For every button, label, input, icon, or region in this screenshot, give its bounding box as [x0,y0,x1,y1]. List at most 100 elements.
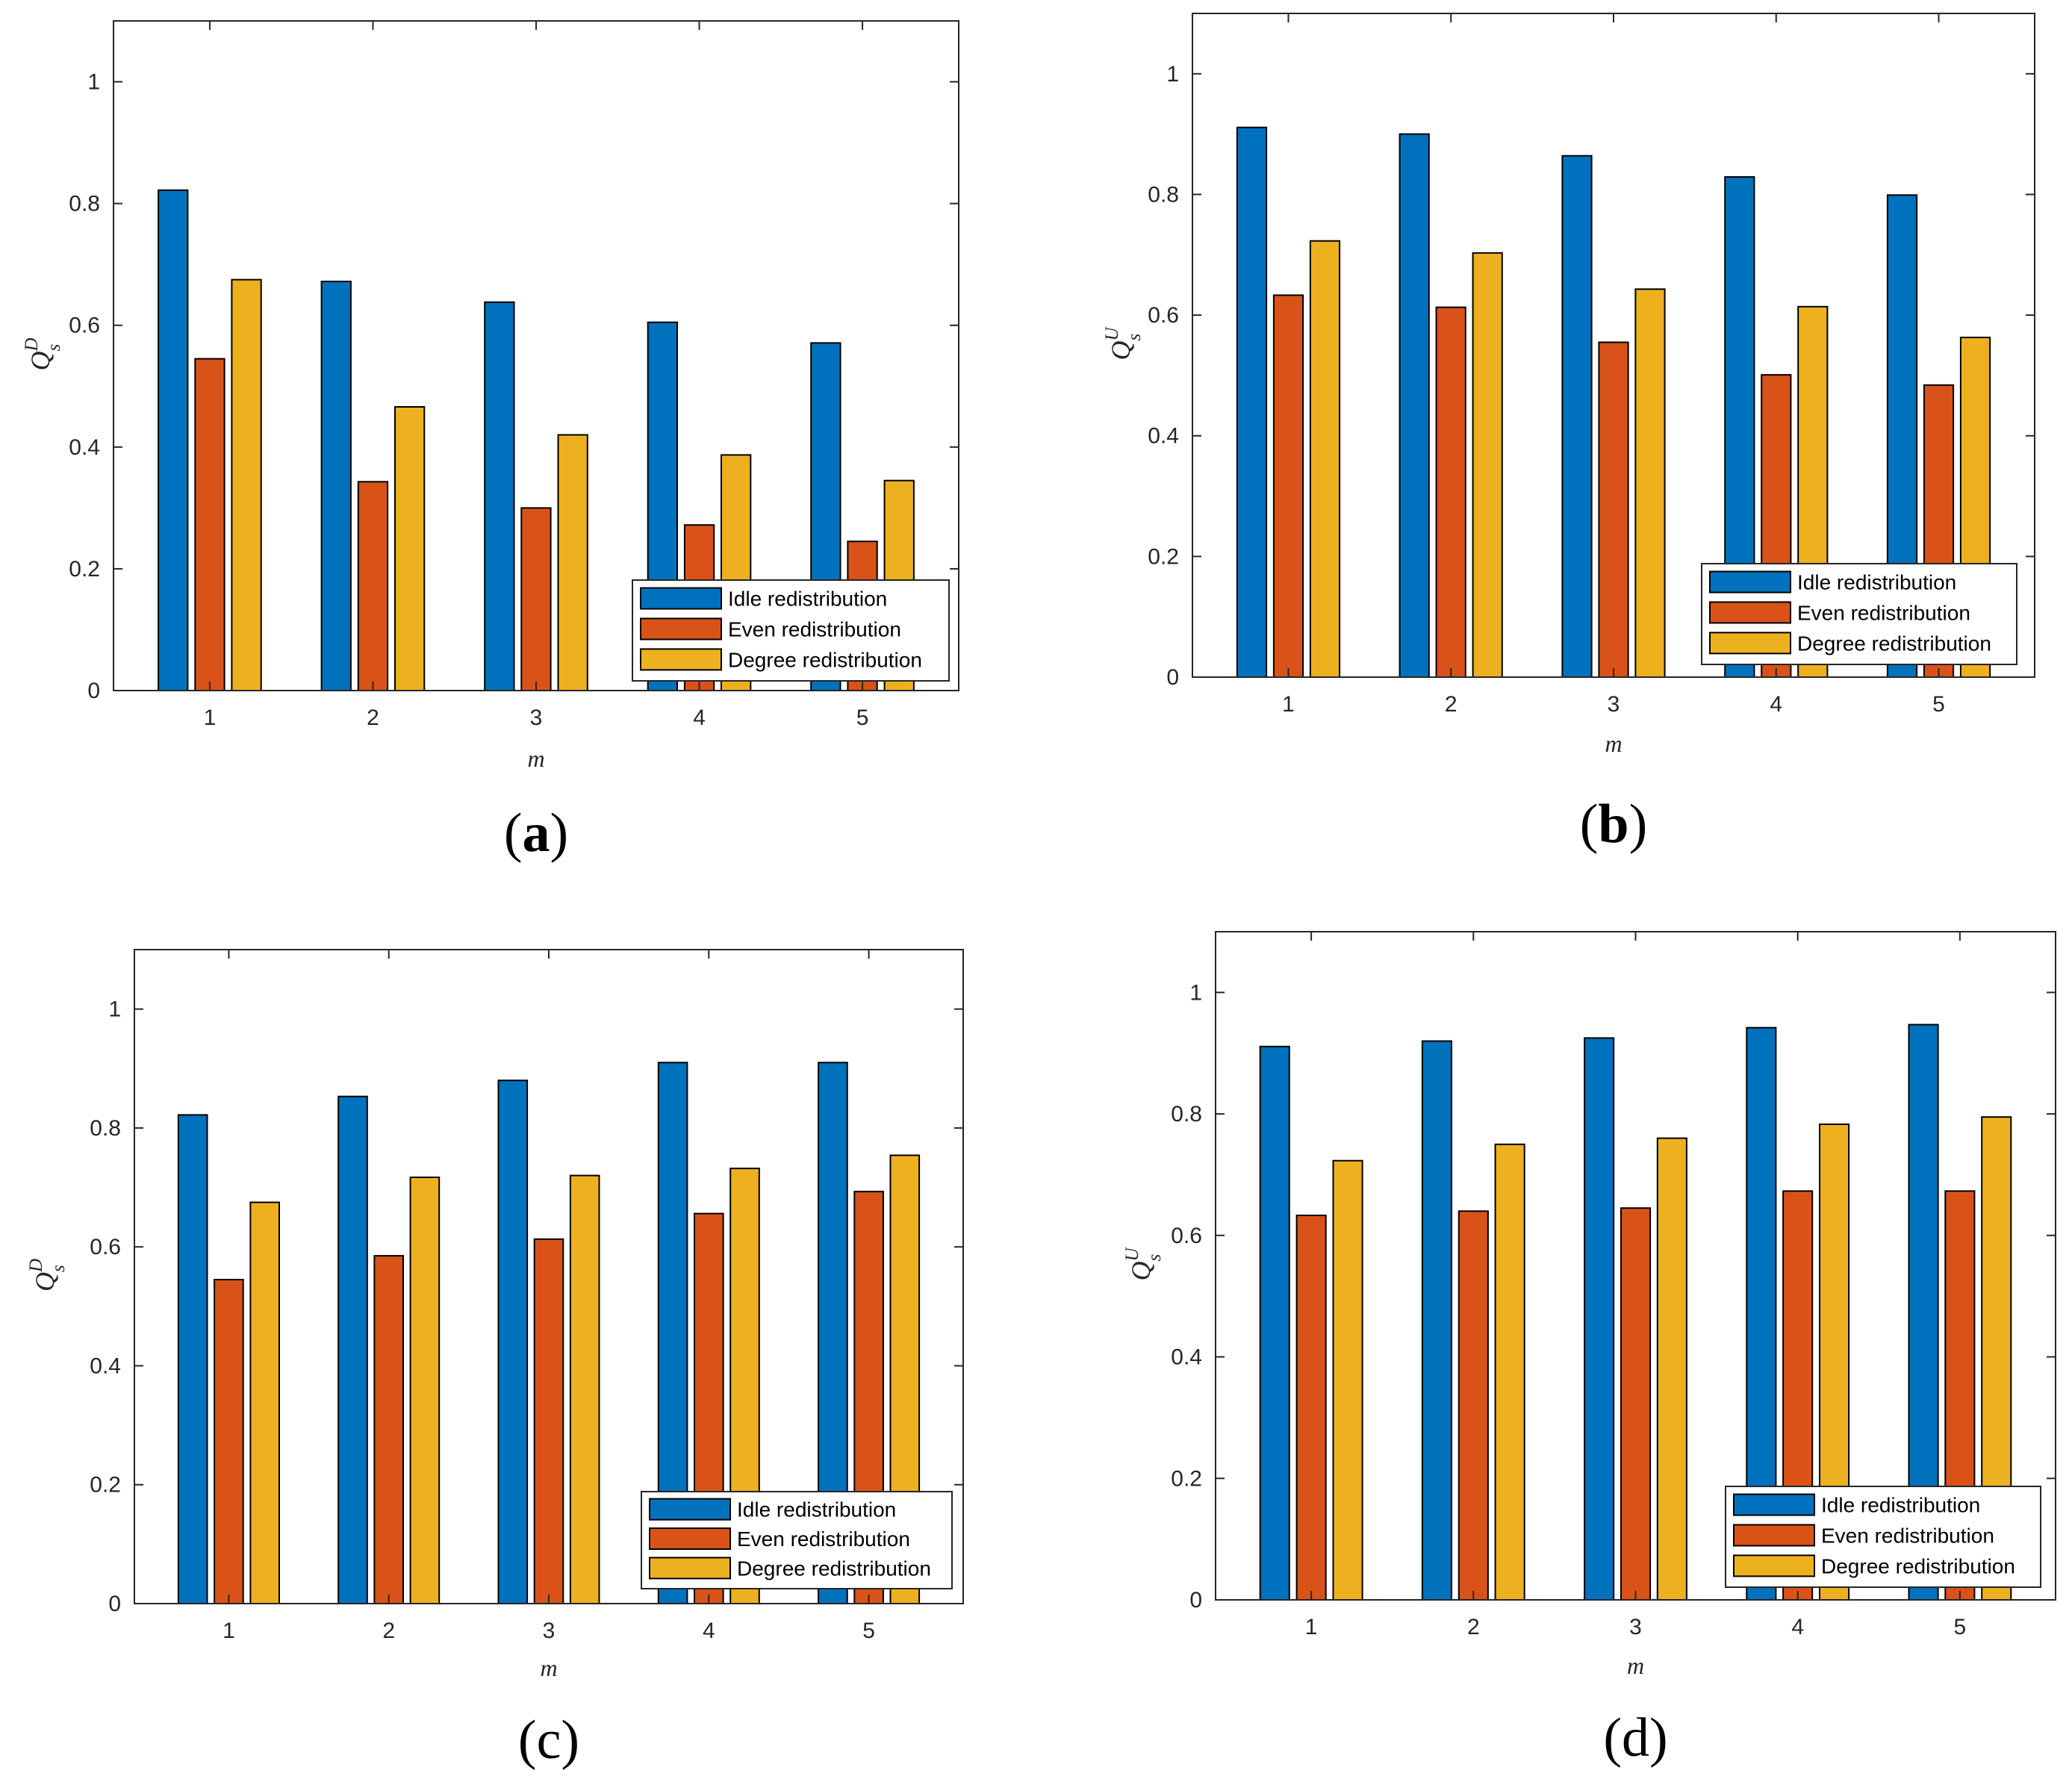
bar-a-even-m3 [520,507,552,692]
x-tick-label-b-1: 1 [1282,692,1295,717]
y-tick-label-d-5: 1 [1189,980,1202,1005]
x-tick-label-d-1: 1 [1305,1615,1318,1639]
legend-swatch-c-2 [649,1557,731,1580]
bar-b-even-m2 [1435,306,1466,678]
y-tick-label-a-1: 0.2 [69,557,100,582]
bar-d-degree-m2 [1494,1143,1525,1601]
bar-c-even-m1 [214,1279,244,1604]
legend-label-a-0: Idle redistribution [728,588,887,611]
legend-label-d-0: Idle redistribution [1821,1494,1980,1517]
legend-label-c-0: Idle redistribution [737,1498,896,1521]
x-tick-label-a-5: 5 [856,705,869,730]
bar-d-idle-m1 [1259,1045,1290,1601]
y-tick-label-d-1: 0.2 [1171,1466,1202,1491]
y-tick-label-b-1: 0.2 [1148,544,1179,569]
panel-label-d: (d) [1603,1707,1667,1769]
bar-c-even-m3 [533,1238,564,1605]
panel-label-b: (b) [1580,794,1647,855]
bar-b-degree-m1 [1309,240,1341,678]
axes-frame-a [113,20,959,691]
legend-label-b-1: Even redistribution [1797,601,1970,624]
bar-c-degree-m1 [249,1201,280,1604]
y-tick-label-a-5: 1 [87,70,100,95]
legend-swatch-a-0 [640,587,722,610]
legend-d: Idle redistribution Even redistribution De… [1725,1486,2041,1588]
bar-b-degree-m2 [1472,252,1503,678]
x-tick-label-d-4: 4 [1791,1615,1804,1639]
bar-c-idle-m2 [337,1095,368,1604]
y-tick-label-c-1: 0.2 [90,1473,121,1498]
x-axis-label-d: m [1627,1652,1644,1679]
axes-frame-b [1192,13,2035,678]
chart-panel-b: 1 2 3 4 5 0 0.2 0.4 0.6 0.8 1 Idle redistribution Ev… [1102,13,2035,855]
y-tick-label-c-3: 0.6 [90,1235,121,1259]
bar-a-degree-m2 [394,406,426,691]
y-tick-label-d-2: 0.4 [1171,1345,1202,1370]
bar-c-idle-m3 [497,1080,529,1604]
x-tick-label-c-5: 5 [862,1619,875,1643]
legend-label-a-1: Even redistribution [728,617,901,641]
x-axis-label-c: m [540,1654,557,1681]
legend-swatch-b-2 [1709,632,1791,655]
y-tick-label-b-4: 0.8 [1148,182,1179,207]
panel-label-c: (c) [518,1710,579,1771]
bar-b-idle-m3 [1561,155,1593,678]
legend-swatch-d-0 [1733,1493,1815,1516]
x-tick-label-a-3: 3 [530,705,543,730]
x-tick-label-d-3: 3 [1629,1615,1642,1639]
y-tick-label-c-4: 0.8 [90,1116,121,1141]
legend-label-a-2: Degree redistribution [728,648,922,671]
legend-label-d-2: Degree redistribution [1821,1554,2015,1577]
legend-label-b-0: Idle redistribution [1797,571,1956,594]
y-tick-label-a-3: 0.6 [69,314,100,338]
legend-label-d-1: Even redistribution [1821,1524,1994,1547]
y-tick-label-b-2: 0.4 [1148,424,1179,449]
bar-a-idle-m1 [158,189,189,691]
legend-swatch-b-0 [1709,570,1791,594]
legend-swatch-a-2 [640,648,722,671]
y-axis-label-b: QU s [1102,326,1145,361]
legend-b: Idle redistribution Even redistribution De… [1701,563,2017,665]
x-axis-label-a: m [527,745,544,772]
bar-d-even-m3 [1620,1207,1652,1601]
bar-d-even-m2 [1457,1210,1489,1601]
x-tick-label-d-2: 2 [1467,1615,1480,1639]
bar-b-even-m3 [1598,341,1629,678]
y-axis-label-c: QD s [26,1259,69,1292]
bar-d-even-m1 [1295,1215,1327,1601]
legend-label-c-1: Even redistribution [737,1527,910,1551]
legend-swatch-a-1 [640,617,722,641]
legend-a: Idle redistribution Even redistribution De… [632,579,950,682]
chart-panel-a: 1 2 3 4 5 0 0.2 0.4 0.6 0.8 1 Idle redistribution Ev… [22,20,959,864]
x-axis-label-b: m [1605,730,1622,757]
bar-a-degree-m1 [231,278,262,692]
x-tick-label-a-2: 2 [367,705,379,730]
y-axis-label-d: QU s [1122,1247,1165,1281]
bar-a-even-m2 [357,481,389,691]
axes-frame-c [134,949,964,1604]
bar-a-degree-m3 [557,434,588,691]
bar-a-idle-m3 [484,301,515,691]
y-tick-label-c-5: 1 [108,997,121,1022]
x-tick-label-c-4: 4 [703,1619,715,1643]
bar-d-degree-m1 [1332,1159,1363,1601]
chart-panel-c: 1 2 3 4 5 0 0.2 0.4 0.6 0.8 1 Idle redistribution Ev… [26,949,964,1771]
legend-swatch-c-0 [649,1498,731,1521]
legend-swatch-d-1 [1733,1524,1815,1547]
bar-c-even-m2 [373,1255,404,1604]
bar-d-idle-m3 [1584,1037,1615,1601]
x-tick-label-d-5: 5 [1954,1615,1967,1639]
bar-c-idle-m1 [177,1114,208,1604]
y-tick-label-d-0: 0 [1189,1588,1202,1613]
legend-label-b-2: Degree redistribution [1797,632,1991,655]
bar-a-even-m1 [194,358,225,691]
bar-c-degree-m2 [409,1177,441,1604]
legend-swatch-d-2 [1733,1554,1815,1577]
y-axis-label-a: QD s [22,337,64,370]
bar-b-idle-m1 [1236,126,1268,678]
legend-label-c-2: Degree redistribution [737,1557,931,1580]
bar-d-degree-m3 [1656,1137,1687,1601]
x-tick-label-c-1: 1 [223,1619,235,1643]
y-tick-label-b-5: 1 [1166,62,1179,87]
